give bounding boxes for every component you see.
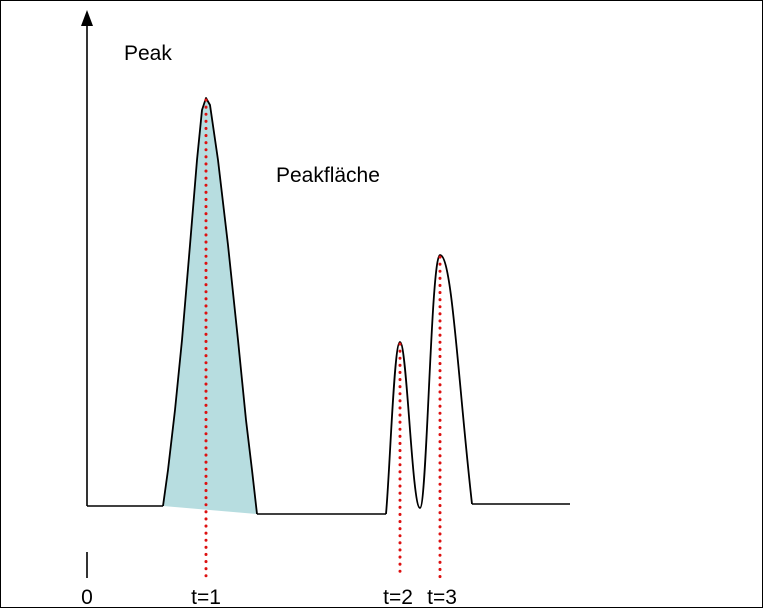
peak-2-3-curve bbox=[385, 254, 473, 515]
x-label-t1: t=1 bbox=[191, 586, 221, 608]
y-axis-label: Peak bbox=[124, 42, 172, 65]
peak-1-curve bbox=[162, 97, 258, 515]
y-axis-arrow bbox=[81, 10, 93, 26]
peak-area bbox=[163, 98, 257, 514]
x-label-0: 0 bbox=[81, 586, 93, 608]
peak-area-label: Peakfläche bbox=[276, 164, 380, 187]
x-label-t3: t=3 bbox=[427, 586, 457, 608]
x-label-t2: t=2 bbox=[383, 586, 413, 608]
